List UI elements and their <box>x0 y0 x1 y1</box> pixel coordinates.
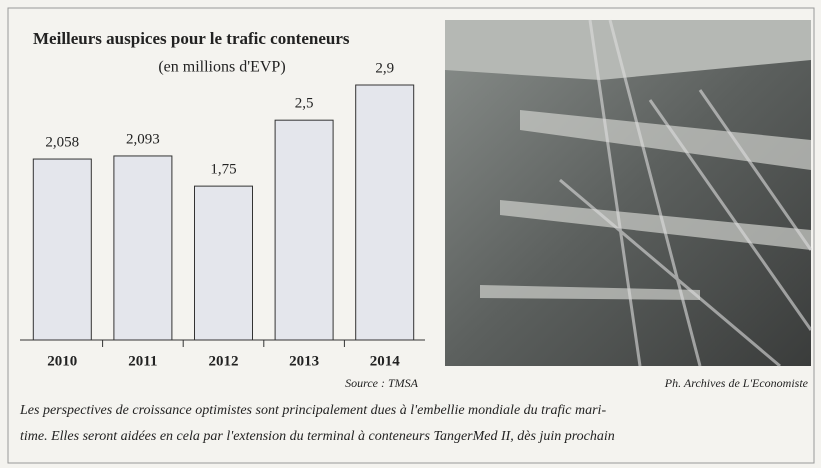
value-label: 2,058 <box>45 134 79 150</box>
x-tick-label: 2012 <box>209 353 239 369</box>
photo <box>445 20 811 366</box>
source: Source : TMSA <box>345 376 419 390</box>
bar <box>356 85 414 340</box>
chart-title: Meilleurs auspices pour le trafic conten… <box>33 29 350 48</box>
x-tick-label: 2014 <box>370 353 401 369</box>
bar <box>114 156 172 340</box>
chart-subtitle: (en millions d'EVP) <box>158 59 285 76</box>
page: Meilleurs auspices pour le trafic conten… <box>0 0 821 468</box>
value-label: 2,093 <box>126 131 160 147</box>
caption-line: Les perspectives de croissance optimiste… <box>19 403 606 418</box>
x-tick-label: 2011 <box>128 353 157 369</box>
bar <box>275 120 333 340</box>
photo-credit: Ph. Archives de L'Economiste <box>664 376 809 390</box>
bar <box>33 159 91 340</box>
bar <box>195 186 253 340</box>
caption-line: time. Elles seront aidées en cela par l'… <box>20 429 615 444</box>
x-tick-label: 2010 <box>47 353 77 369</box>
x-tick-label: 2013 <box>289 353 319 369</box>
value-label: 2,5 <box>295 96 314 112</box>
value-label: 2,9 <box>375 60 394 76</box>
value-label: 1,75 <box>210 162 236 178</box>
